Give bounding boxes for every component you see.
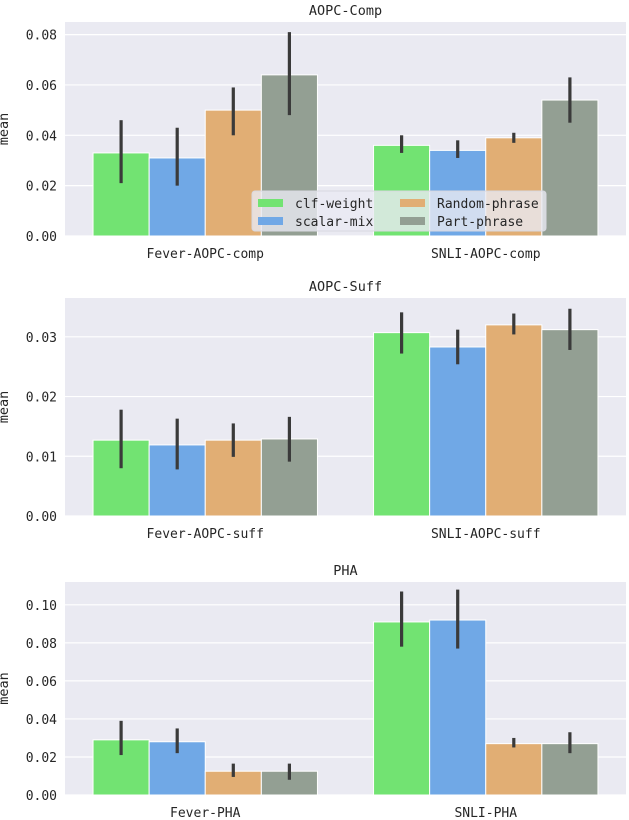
legend-swatch xyxy=(400,199,425,207)
x-tick-label: Fever-AOPC-suff xyxy=(147,527,264,542)
subplot-3: PHA mean 0.00 0.02 0.04 0.06 0.08 0.10 Fever-PHA… xyxy=(0,563,626,820)
y-tick-label: 0.06 xyxy=(26,79,57,94)
subplot-title: AOPC-Comp xyxy=(309,3,382,19)
y-tick-label: 0.08 xyxy=(26,29,57,44)
subplot-title: AOPC-Suff xyxy=(309,279,382,295)
y-tick-label: 0.06 xyxy=(26,675,57,690)
x-tick-label: SNLI-AOPC-suff xyxy=(431,527,541,542)
y-tick-label: 0.04 xyxy=(26,129,57,144)
y-tick-label: 0.02 xyxy=(26,751,57,766)
bar-scalar-mix xyxy=(429,346,487,517)
y-tick-label: 0.08 xyxy=(26,637,57,652)
y-axis-label: mean xyxy=(0,113,12,146)
y-tick-label: 0.00 xyxy=(26,230,57,245)
legend-swatch xyxy=(400,217,425,225)
legend-label: clf-weight xyxy=(295,197,373,212)
y-axis-label: mean xyxy=(0,391,12,424)
subplot-2: AOPC-Suff mean 0.00 0.01 0.02 0.03 Fever-AOPC-… xyxy=(0,279,626,542)
legend-swatch xyxy=(258,217,283,225)
y-tick-label: 0.04 xyxy=(26,713,57,728)
subplot-title: PHA xyxy=(333,563,357,579)
bar-random-phrase xyxy=(485,324,543,517)
y-tick-label: 0.00 xyxy=(26,510,57,525)
legend: clf-weight scalar-mix Random-phrase Part-ph… xyxy=(251,190,547,232)
y-tick-label: 0.01 xyxy=(26,450,57,465)
x-tick-label: Fever-PHA xyxy=(170,806,241,820)
legend-label: Random-phrase xyxy=(437,197,539,212)
y-axis-label: mean xyxy=(0,672,12,705)
subplot-1: AOPC-Comp mean 0.00 0.02 0.04 0.06 0.08 Fever-A… xyxy=(0,3,626,262)
bar-clf-weight xyxy=(373,621,431,796)
bar-scalar-mix xyxy=(429,619,487,796)
x-tick-label: SNLI-AOPC-comp xyxy=(431,247,541,262)
legend-label: scalar-mix xyxy=(295,215,373,230)
bar-clf-weight xyxy=(373,332,431,517)
legend-label: Part-phrase xyxy=(437,215,523,230)
legend-swatch xyxy=(258,199,283,207)
x-tick-label: Fever-AOPC-comp xyxy=(147,247,265,262)
x-tick-label: SNLI-PHA xyxy=(454,806,517,820)
legend-frame xyxy=(251,190,547,232)
y-tick-label: 0.02 xyxy=(26,391,57,406)
y-tick-label: 0.10 xyxy=(26,599,57,614)
bar-part-phrase xyxy=(541,329,599,517)
y-tick-label: 0.00 xyxy=(26,789,57,804)
y-tick-label: 0.02 xyxy=(26,180,57,195)
bar-random-phrase xyxy=(485,743,543,796)
y-tick-label: 0.03 xyxy=(26,331,57,346)
